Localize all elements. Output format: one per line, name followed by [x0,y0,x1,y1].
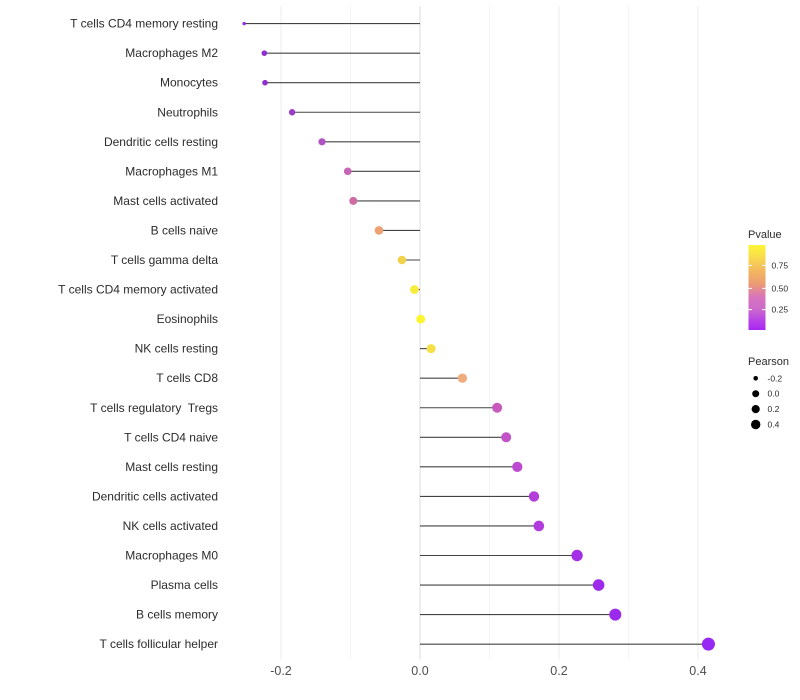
y-axis-label: T cells follicular helper [100,637,219,651]
data-point [261,50,268,56]
data-point [528,491,540,502]
lollipop-row: B cells memory [136,608,622,622]
y-axis-label: Monocytes [160,76,218,90]
x-axis-tick-label: -0.2 [270,664,292,678]
lollipop-row: T cells follicular helper [100,637,715,651]
legend-size-label: 0.0 [768,389,780,399]
legend-pearson: Pearson -0.2 0.0 0.2 0.4 [748,356,789,430]
y-axis-label: Mast cells activated [113,194,218,208]
lollipop-row: T cells CD4 memory resting [70,17,420,31]
data-point [457,373,468,383]
data-point [343,167,352,176]
y-axis-label: Dendritic cells activated [92,489,218,503]
data-point [701,637,715,651]
colorbar-tick-label: 0.25 [772,305,789,315]
legend-pvalue-title: Pvalue [748,229,782,241]
y-axis-label: T cells CD4 naive [124,430,218,444]
y-axis-label: T cells regulatory Tregs [90,401,218,415]
data-point [533,520,545,532]
lollipop-row: NK cells resting [135,342,436,356]
lollipop-row: Macrophages M0 [125,549,583,563]
data-point [374,226,384,235]
legend-size-label: -0.2 [768,373,783,383]
y-axis-label: T cells CD4 memory resting [70,17,218,31]
legend-pvalue: Pvalue 0.75 0.50 0.25 [748,229,788,330]
data-point [242,21,246,26]
y-axis-label: Dendritic cells resting [104,135,218,149]
colorbar-tick-label: 0.75 [772,260,789,270]
y-axis-label: NK cells resting [135,342,218,356]
data-point [349,196,358,205]
legend-size-dot [751,405,760,414]
data-point [410,285,419,294]
data-point [492,402,503,413]
lollipop-row: Dendritic cells activated [92,489,540,503]
data-point [397,255,407,265]
y-axis-label: Plasma cells [151,578,218,592]
data-point [416,314,426,324]
pvalue-colorbar [748,245,766,330]
lollipop-row: Mast cells resting [125,460,523,474]
colorbar-tick-label: 0.50 [772,283,789,293]
lollipop-row: Monocytes [160,76,420,90]
legend-size-dot [751,419,761,430]
y-axis-label: B cells memory [136,608,218,622]
lollipop-row: Mast cells activated [113,194,420,208]
lollipop-row: Macrophages M1 [125,164,420,178]
lollipop-row: T cells gamma delta [111,253,420,267]
data-point [318,138,326,146]
y-axis-label: Neutrophils [157,105,218,119]
y-axis-label: T cells gamma delta [111,253,218,267]
y-axis-label: Mast cells resting [125,460,218,474]
x-axis-tick-label: 0.4 [689,664,706,678]
y-axis-label: Macrophages M1 [125,164,218,178]
y-axis-label: B cells naive [151,223,219,237]
lollipop-row: B cells naive [151,223,420,237]
legend-size-dot [753,376,758,381]
y-axis-label: T cells CD8 [156,371,218,385]
x-axis-tick-label: 0.2 [550,664,567,678]
data-point [426,344,436,354]
y-axis-label: Eosinophils [157,312,218,326]
data-point [609,608,622,621]
lollipop-row: Macrophages M2 [125,46,420,60]
lollipop-row: Plasma cells [151,578,605,592]
data-point [592,579,605,591]
legend-size-label: 0.2 [768,404,780,414]
x-axis-tick-label: 0.0 [411,664,428,678]
lollipop-row: T cells CD4 naive [124,430,512,444]
y-axis-label: NK cells activated [123,519,218,533]
data-point [262,79,268,86]
lollipop-row: Dendritic cells resting [104,135,420,149]
data-point [571,549,583,562]
y-axis-label: Macrophages M2 [125,46,218,60]
y-axis-label: Macrophages M0 [125,549,218,563]
data-point [512,461,523,472]
lollipop-row: Eosinophils [157,312,426,326]
y-axis-label: T cells CD4 memory activated [58,283,218,297]
legend-size-dot [752,390,760,398]
lollipop-row: NK cells activated [123,519,545,533]
lollipop-row: Neutrophils [157,105,420,119]
gridlines [280,6,699,660]
lollipop-row: T cells regulatory Tregs [90,401,503,415]
legend-size-label: 0.4 [768,420,780,430]
legend-pearson-title: Pearson [748,356,789,368]
data-point [501,432,512,443]
lollipop-row: T cells CD8 [156,371,468,385]
data-point [288,109,296,116]
lollipop-row: T cells CD4 memory activated [58,283,420,297]
